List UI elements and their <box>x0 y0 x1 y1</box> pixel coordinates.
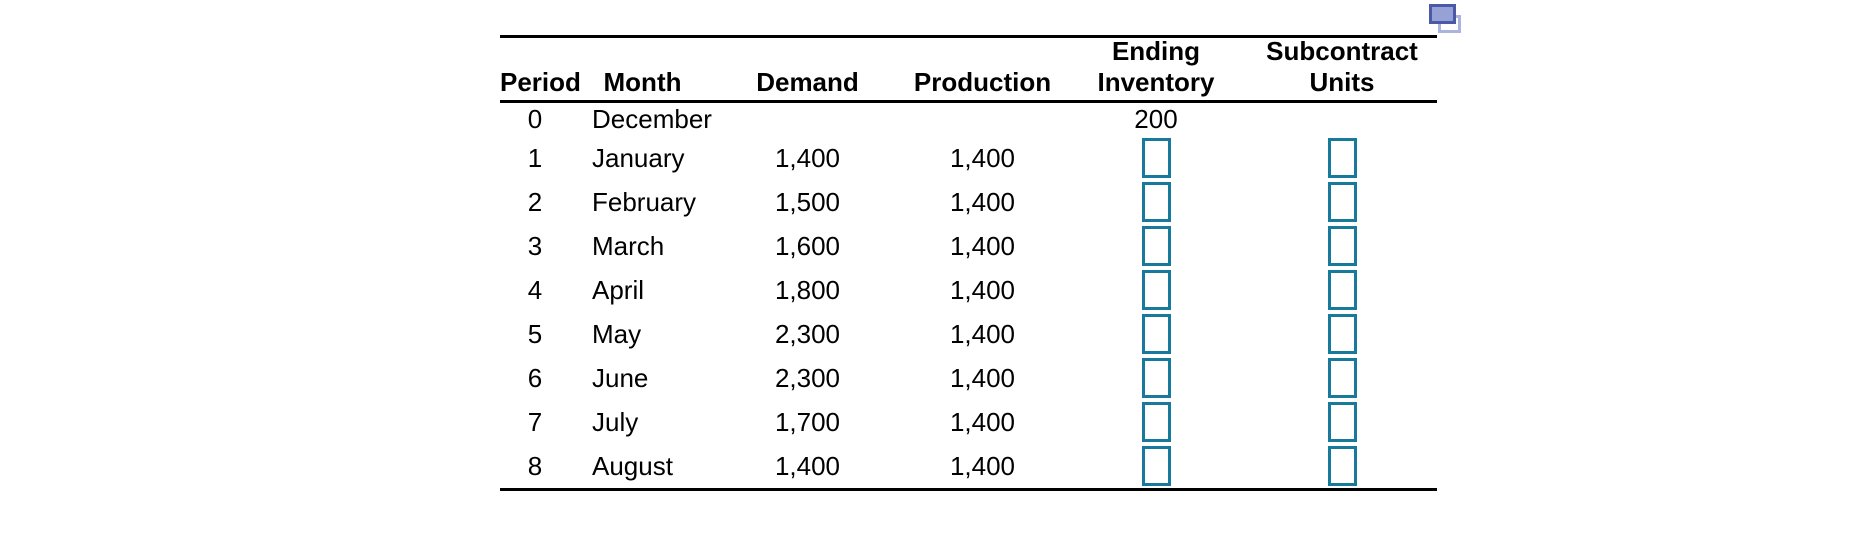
demand-cell: 1,500 <box>774 186 841 217</box>
ending-inventory-cell <box>1065 314 1247 354</box>
header-subcontract-units-line1: Subcontract <box>1266 36 1418 66</box>
subcontract-cell <box>1247 402 1437 442</box>
period-cell: 6 <box>527 362 543 393</box>
table-top-rule <box>500 35 1437 38</box>
demand-cell: 1,600 <box>774 230 841 261</box>
period-cell: 8 <box>527 450 543 481</box>
ending-inventory-input[interactable] <box>1141 226 1171 266</box>
subcontract-units-input[interactable] <box>1327 270 1357 310</box>
table-row: 4 April 1,800 1,400 <box>500 268 1437 312</box>
header-month: Month <box>603 67 682 97</box>
demand-cell: 2,300 <box>774 318 841 349</box>
demand-cell: 1,800 <box>774 274 841 305</box>
subcontract-cell <box>1247 446 1437 486</box>
table-row: 0 December 200 <box>500 103 1437 136</box>
subcontract-cell <box>1247 138 1437 178</box>
production-cell: 1,400 <box>949 274 1016 305</box>
table-body: 0 December 200 1 January 1,400 1,400 2 February 1… <box>500 103 1437 488</box>
ending-inventory-cell <box>1065 270 1247 310</box>
table-row: 8 August 1,400 1,400 <box>500 444 1437 488</box>
production-plan-table: Period Month Demand Production Ending In… <box>500 35 1437 491</box>
month-cell: February <box>592 186 697 217</box>
header-demand: Demand <box>756 67 859 97</box>
demand-cell: 1,700 <box>774 406 841 437</box>
subcontract-units-input[interactable] <box>1327 446 1357 486</box>
table-row: 5 May 2,300 1,400 <box>500 312 1437 356</box>
header-subcontract-units: Subcontract Units <box>1247 36 1437 98</box>
subcontract-cell <box>1247 226 1437 266</box>
subcontract-units-input[interactable] <box>1327 138 1357 178</box>
table-row: 2 February 1,500 1,400 <box>500 180 1437 224</box>
demand-cell: 2,300 <box>774 362 841 393</box>
production-cell: 1,400 <box>949 450 1016 481</box>
period-cell: 3 <box>527 230 543 261</box>
header-period: Period <box>500 67 581 97</box>
ending-inventory-input[interactable] <box>1141 402 1171 442</box>
ending-inventory-cell <box>1065 226 1247 266</box>
ending-inventory-cell: 200 <box>1065 104 1247 135</box>
ending-inventory-input[interactable] <box>1141 270 1171 310</box>
ending-inventory-input[interactable] <box>1141 358 1171 398</box>
month-cell: January <box>592 142 685 173</box>
month-cell: July <box>592 406 639 437</box>
production-cell: 1,400 <box>949 230 1016 261</box>
period-cell: 0 <box>527 104 543 134</box>
ending-inventory-input[interactable] <box>1141 138 1171 178</box>
period-cell: 2 <box>527 186 543 217</box>
table-bottom-rule <box>500 488 1437 491</box>
subcontract-cell <box>1247 358 1437 398</box>
table-row: 6 June 2,300 1,400 <box>500 356 1437 400</box>
production-cell: 1,400 <box>949 362 1016 393</box>
subcontract-units-input[interactable] <box>1327 402 1357 442</box>
production-cell: 1,400 <box>949 406 1016 437</box>
subcontract-units-input[interactable] <box>1327 358 1357 398</box>
subcontract-units-input[interactable] <box>1327 314 1357 354</box>
ending-inventory-cell <box>1065 402 1247 442</box>
ending-inventory-input[interactable] <box>1141 314 1171 354</box>
production-cell: 1,400 <box>949 318 1016 349</box>
ending-inventory-value: 200 <box>1134 104 1178 134</box>
production-cell: 1,400 <box>949 186 1016 217</box>
ending-inventory-input[interactable] <box>1141 182 1171 222</box>
month-cell: March <box>592 230 665 261</box>
ending-inventory-input[interactable] <box>1141 446 1171 486</box>
header-ending-inventory-line2: Inventory <box>1097 67 1215 97</box>
ending-inventory-cell <box>1065 138 1247 178</box>
subcontract-cell <box>1247 270 1437 310</box>
subcontract-units-input[interactable] <box>1327 226 1357 266</box>
period-cell: 7 <box>527 406 543 437</box>
period-cell: 5 <box>527 318 543 349</box>
table-header-rule <box>500 100 1437 103</box>
subcontract-units-input[interactable] <box>1327 182 1357 222</box>
month-cell: June <box>592 362 649 393</box>
period-cell: 1 <box>527 142 543 173</box>
table-row: 7 July 1,700 1,400 <box>500 400 1437 444</box>
period-cell: 4 <box>527 274 543 305</box>
subcontract-cell <box>1247 314 1437 354</box>
table-header-row: Period Month Demand Production Ending In… <box>500 36 1437 100</box>
header-ending-inventory-line1: Ending <box>1111 36 1201 66</box>
table-row: 3 March 1,600 1,400 <box>500 224 1437 268</box>
month-cell: May <box>592 318 642 349</box>
demand-cell: 1,400 <box>774 142 841 173</box>
demand-cell: 1,400 <box>774 450 841 481</box>
table-row: 1 January 1,400 1,400 <box>500 136 1437 180</box>
ending-inventory-cell <box>1065 358 1247 398</box>
ending-inventory-cell <box>1065 182 1247 222</box>
month-cell: December <box>592 104 712 134</box>
production-cell: 1,400 <box>949 142 1016 173</box>
header-ending-inventory: Ending Inventory <box>1065 36 1247 98</box>
ending-inventory-cell <box>1065 446 1247 486</box>
month-cell: August <box>592 450 673 481</box>
header-production: Production <box>913 67 1052 97</box>
subcontract-cell <box>1247 182 1437 222</box>
copy-icon-front-rect <box>1429 4 1456 24</box>
copy-icon[interactable] <box>1429 4 1465 36</box>
month-cell: April <box>592 274 645 305</box>
header-subcontract-units-line2: Units <box>1309 67 1375 97</box>
